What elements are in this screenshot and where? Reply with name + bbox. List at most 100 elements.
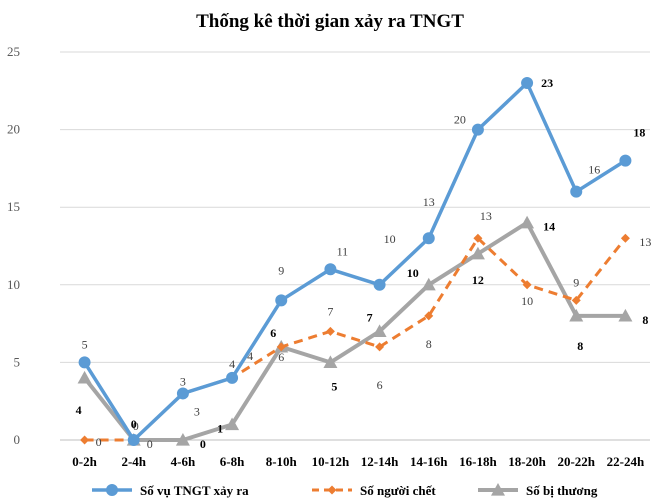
data-label: 8 bbox=[426, 337, 432, 351]
x-tick-label: 18-20h bbox=[508, 454, 546, 469]
series-layer bbox=[77, 77, 633, 446]
series-3 bbox=[77, 215, 633, 446]
data-point bbox=[473, 233, 483, 243]
x-tick-label: 22-24h bbox=[607, 454, 645, 469]
data-point bbox=[618, 308, 633, 322]
data-label: 5 bbox=[331, 379, 337, 393]
x-tick-label: 10-12h bbox=[312, 454, 350, 469]
legend-marker bbox=[106, 484, 118, 496]
data-label: 10 bbox=[521, 294, 533, 308]
y-tick-label: 10 bbox=[7, 277, 20, 292]
data-point bbox=[570, 185, 583, 198]
data-label: 1 bbox=[217, 421, 223, 435]
data-point bbox=[470, 246, 485, 260]
data-label: 4 bbox=[247, 349, 253, 363]
data-label: 8 bbox=[642, 313, 648, 327]
data-label: 14 bbox=[543, 220, 555, 234]
x-tick-label: 16-18h bbox=[459, 454, 497, 469]
data-label: 9 bbox=[278, 263, 284, 277]
data-label: 0 bbox=[200, 437, 206, 451]
legend-label: Số vụ TNGT xảy ra bbox=[140, 483, 249, 498]
y-tick-label: 20 bbox=[7, 122, 20, 137]
data-label: 12 bbox=[472, 273, 484, 287]
gridlines bbox=[60, 51, 650, 441]
data-label: 11 bbox=[337, 244, 349, 258]
data-label: 10 bbox=[407, 266, 419, 280]
data-point bbox=[78, 356, 91, 369]
data-label: 7 bbox=[367, 310, 373, 324]
chart-title: Thống kê thời gian xảy ra TNGT bbox=[196, 11, 464, 32]
data-label: 13 bbox=[639, 235, 651, 249]
y-axis-ticks: 0 5 10 15 20 25 bbox=[7, 44, 20, 447]
legend-marker bbox=[491, 483, 505, 496]
data-point bbox=[421, 277, 436, 291]
legend-label: Số bị thương bbox=[526, 483, 598, 498]
data-point bbox=[77, 370, 92, 384]
data-point bbox=[175, 433, 190, 446]
data-point bbox=[372, 324, 387, 337]
data-point bbox=[471, 123, 484, 136]
legend: Số vụ TNGT xảy ra Số người chết Số bị thươ… bbox=[92, 483, 598, 498]
series-line bbox=[83, 81, 627, 442]
y-tick-label: 15 bbox=[7, 199, 20, 214]
x-tick-label: 6-8h bbox=[220, 454, 245, 469]
data-label: 3 bbox=[194, 404, 200, 418]
legend-marker bbox=[327, 485, 337, 495]
data-point bbox=[226, 371, 239, 384]
x-tick-label: 4-6h bbox=[171, 454, 196, 469]
data-point bbox=[522, 280, 532, 290]
y-tick-label: 0 bbox=[14, 432, 21, 447]
data-label: 5 bbox=[82, 337, 88, 351]
data-point bbox=[275, 294, 288, 307]
data-point bbox=[422, 232, 435, 245]
data-label: 4 bbox=[229, 357, 235, 371]
data-label: 7 bbox=[327, 304, 333, 318]
data-point bbox=[375, 342, 385, 352]
data-label: 0 bbox=[131, 417, 137, 431]
data-label: 16 bbox=[588, 163, 600, 177]
legend-item: Số bị thương bbox=[478, 483, 598, 498]
data-point bbox=[276, 342, 286, 352]
data-label: 23 bbox=[541, 76, 553, 90]
data-label: 0 bbox=[147, 437, 153, 451]
data-point bbox=[620, 233, 630, 243]
x-axis-ticks: 0-2h 2-4h 4-6h 6-8h 8-10h 10-12h 12-14h 14-16h 1… bbox=[72, 454, 645, 469]
data-label: 6 bbox=[377, 378, 383, 392]
data-label: 9 bbox=[573, 275, 579, 289]
data-label: 0 bbox=[96, 435, 102, 449]
data-point bbox=[521, 77, 534, 90]
data-point bbox=[520, 215, 535, 229]
series-1 bbox=[78, 77, 632, 446]
x-tick-label: 12-14h bbox=[361, 454, 399, 469]
x-tick-label: 14-16h bbox=[410, 454, 448, 469]
data-point bbox=[225, 417, 240, 431]
series-line bbox=[83, 220, 626, 442]
data-label: 18 bbox=[633, 126, 645, 140]
y-tick-label: 5 bbox=[14, 354, 21, 369]
data-label: 3 bbox=[180, 374, 186, 388]
data-point bbox=[325, 326, 335, 336]
data-point bbox=[324, 263, 337, 276]
data-label: 20 bbox=[454, 113, 466, 127]
data-point bbox=[323, 355, 338, 368]
data-label: 13 bbox=[480, 209, 492, 223]
legend-label: Số người chết bbox=[360, 483, 436, 498]
legend-item: Số người chết bbox=[312, 483, 436, 498]
data-point bbox=[619, 154, 632, 167]
x-tick-label: 8-10h bbox=[266, 454, 298, 469]
data-point bbox=[571, 295, 581, 305]
data-label: 0 bbox=[133, 419, 139, 433]
x-tick-label: 0-2h bbox=[72, 454, 97, 469]
legend-item: Số vụ TNGT xảy ra bbox=[92, 483, 249, 498]
data-point bbox=[569, 308, 584, 322]
data-point bbox=[127, 434, 140, 446]
data-label: 6 bbox=[270, 326, 276, 340]
data-point bbox=[80, 435, 90, 445]
data-label: 8 bbox=[577, 339, 583, 353]
data-label: 6 bbox=[278, 350, 284, 364]
data-point bbox=[424, 311, 434, 321]
data-label: 4 bbox=[76, 403, 82, 417]
